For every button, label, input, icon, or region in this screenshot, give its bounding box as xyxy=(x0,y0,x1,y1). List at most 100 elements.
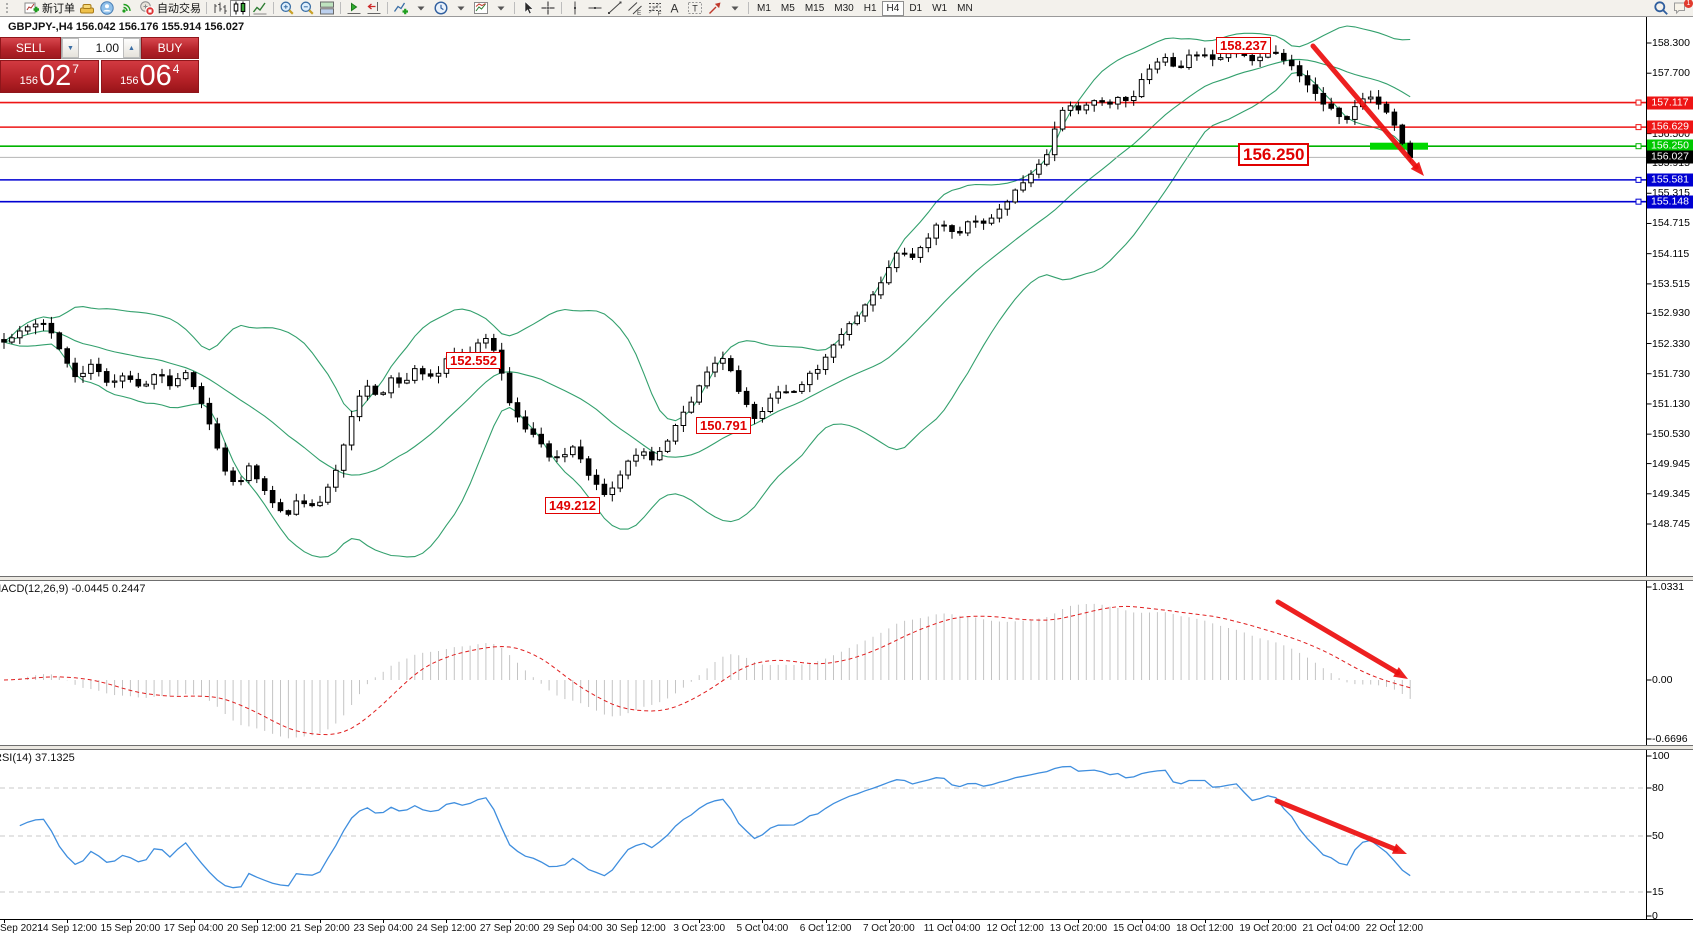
price-line-handle[interactable] xyxy=(1635,143,1642,150)
rsi-line xyxy=(19,765,1411,889)
horizontal-line-tool-button[interactable] xyxy=(585,0,605,17)
channel-tool-button[interactable]: E xyxy=(625,0,645,17)
timeframe-mn[interactable]: MN xyxy=(957,2,973,14)
search-button[interactable] xyxy=(1651,0,1671,17)
tile-windows-button[interactable] xyxy=(317,0,337,17)
volume-field[interactable]: 1.00 xyxy=(95,41,119,55)
label-tool-button[interactable]: T xyxy=(685,0,705,17)
candle xyxy=(317,495,323,508)
candle xyxy=(269,485,276,508)
candle xyxy=(419,365,426,381)
grip-icon xyxy=(6,3,8,13)
new-order-button[interactable]: 新订单 xyxy=(22,0,77,17)
signal-icon[interactable] xyxy=(117,0,137,17)
timeframe-d1[interactable]: D1 xyxy=(909,2,923,14)
trend-arrow[interactable] xyxy=(1275,599,1408,679)
crosshair-tool-button[interactable] xyxy=(538,0,558,17)
fibonacci-tool-button[interactable]: F xyxy=(645,0,665,17)
svg-text:E: E xyxy=(637,10,642,16)
candle xyxy=(1367,90,1374,103)
trendline-tool-button[interactable] xyxy=(605,0,625,17)
volume-increase-button[interactable]: ▲ xyxy=(123,38,140,58)
candle xyxy=(562,447,568,463)
macd-canvas[interactable] xyxy=(0,581,1693,745)
candle xyxy=(182,369,189,381)
price-annotation-150.791[interactable]: 150.791 xyxy=(696,417,751,434)
support-icon[interactable] xyxy=(97,0,117,17)
buy-price-display[interactable]: 156 06 4 xyxy=(100,60,199,93)
bar-chart-button[interactable] xyxy=(210,0,230,17)
auto-scroll-button[interactable] xyxy=(344,0,364,17)
cursor-tool-button[interactable] xyxy=(518,0,538,17)
timeframe-w1[interactable]: W1 xyxy=(932,2,948,14)
autotrade-button[interactable]: 自动交易 xyxy=(137,0,203,17)
candle xyxy=(546,440,552,462)
timeframe-m5[interactable]: M5 xyxy=(780,2,795,14)
candle xyxy=(293,493,300,516)
main-chart-panel[interactable]: GBPJPY-,H4 156.042 156.176 155.914 156.0… xyxy=(0,17,1693,577)
timeframe-m15[interactable]: M15 xyxy=(804,2,825,14)
bollinger-middle-band xyxy=(3,58,1411,476)
templates-button[interactable] xyxy=(471,0,491,17)
fibo-icon: F xyxy=(648,2,662,16)
rsi-canvas[interactable] xyxy=(0,750,1693,919)
periods-button[interactable] xyxy=(431,0,451,17)
main-chart-canvas[interactable] xyxy=(0,17,1693,577)
sell-button[interactable]: SELL xyxy=(0,37,61,59)
panel-divider[interactable] xyxy=(0,577,1693,580)
price-line-handle[interactable] xyxy=(1635,124,1642,131)
time-label: 17 Sep 04:00 xyxy=(163,923,224,934)
candle xyxy=(1051,121,1058,162)
candle xyxy=(1028,170,1034,188)
arrows-tool-button[interactable] xyxy=(705,0,725,17)
periods-dropdown[interactable] xyxy=(451,0,471,17)
zoom-in-button[interactable] xyxy=(277,0,297,17)
timeframe-m30[interactable]: M30 xyxy=(834,2,854,14)
y-axis-tick: 148.745 xyxy=(1652,517,1690,530)
price-annotation-156.250[interactable]: 156.250 xyxy=(1238,143,1310,166)
timeframe-h4[interactable]: H4 xyxy=(881,0,905,16)
trend-arrow[interactable] xyxy=(1274,798,1407,854)
chart-shift-button[interactable] xyxy=(364,0,384,17)
rsi-panel[interactable]: RSI(14) 37.1325 100 80 50 15 0 xyxy=(0,749,1693,919)
indicators-button[interactable] xyxy=(391,0,411,17)
price-line-handle[interactable] xyxy=(1635,99,1642,106)
price-annotation-152.552[interactable]: 152.552 xyxy=(446,352,501,369)
time-axis[interactable]: Sep 2021 14 Sep 12:00 15 Sep 20:00 17 Sep 0… xyxy=(0,919,1693,936)
zoom-out-button[interactable] xyxy=(297,0,317,17)
svg-text:T: T xyxy=(692,4,698,14)
time-tick xyxy=(1394,920,1396,923)
timeframe-m1[interactable]: M1 xyxy=(757,2,771,14)
time-tick xyxy=(446,920,448,923)
price-line-handle[interactable] xyxy=(1635,198,1642,205)
candle xyxy=(127,370,134,383)
price-chip-157.117: 157.117 xyxy=(1647,96,1693,110)
indicators-dropdown[interactable] xyxy=(411,0,431,17)
sell-price-display[interactable]: 156 02 7 xyxy=(0,60,99,93)
vertical-line-tool-button[interactable] xyxy=(565,0,585,17)
candle xyxy=(9,333,15,345)
notifications-button[interactable]: 1 xyxy=(1671,0,1693,17)
price-line-handle[interactable] xyxy=(1635,176,1642,183)
trend-arrow[interactable] xyxy=(1310,43,1424,176)
arrows-dropdown[interactable] xyxy=(725,0,745,17)
candle xyxy=(198,382,205,409)
line-chart-button[interactable] xyxy=(250,0,270,17)
price-annotation-149.212[interactable]: 149.212 xyxy=(545,497,600,514)
candle xyxy=(609,481,616,502)
text-tool-button[interactable]: A xyxy=(665,0,685,17)
volume-decrease-button[interactable]: ▼ xyxy=(62,38,79,58)
timeframe-h1[interactable]: H1 xyxy=(863,2,877,14)
buy-button[interactable]: BUY xyxy=(141,37,199,59)
panel-divider[interactable] xyxy=(0,746,1693,749)
deposit-icon[interactable] xyxy=(77,0,97,17)
toolbar-separator xyxy=(748,2,749,14)
y-axis-tick: 149.345 xyxy=(1652,487,1690,500)
price-annotation-158.237[interactable]: 158.237 xyxy=(1216,37,1271,54)
time-label: 12 Oct 12:00 xyxy=(986,923,1044,934)
candlestick-chart-button[interactable] xyxy=(230,0,250,17)
macd-panel[interactable]: MACD(12,26,9) -0.0445 0.2447 1.0331 0.00 -… xyxy=(0,580,1693,746)
macd-axis-tick: 1.0331 xyxy=(1652,581,1685,593)
templates-dropdown[interactable] xyxy=(491,0,511,17)
price-chip-156.629: 156.629 xyxy=(1647,120,1693,134)
